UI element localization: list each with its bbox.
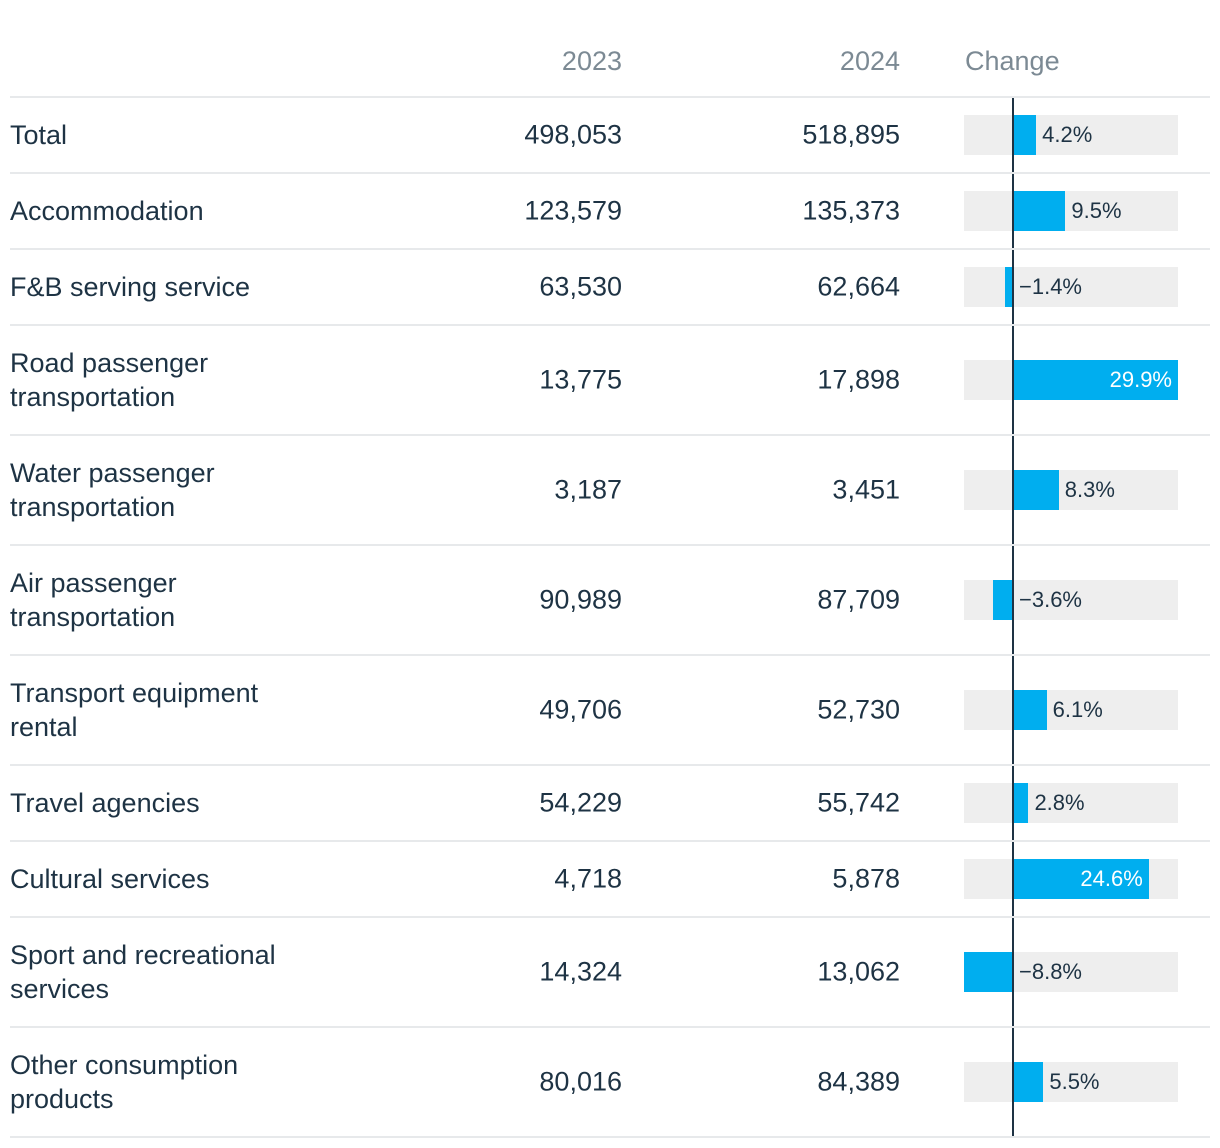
change-bar-track: 4.2% — [964, 115, 1178, 155]
zero-axis-line — [1012, 98, 1014, 172]
change-label: −1.4% — [1019, 274, 1082, 299]
zero-axis-line — [1012, 436, 1014, 544]
table-row: Accommodation 123,579 135,373 9.5% — [10, 174, 1210, 250]
change-bar-track: 29.9% — [964, 360, 1178, 400]
change-bar — [992, 580, 1013, 620]
change-bar — [1013, 783, 1029, 823]
row-label: F&B serving service — [10, 272, 251, 302]
zero-axis-line — [1012, 250, 1014, 324]
value-2023: 14,324 — [539, 956, 622, 987]
change-bar — [1013, 470, 1059, 510]
change-label: −3.6% — [1019, 587, 1082, 612]
row-label: Water passenger transportation — [10, 458, 215, 522]
change-bar — [1013, 1062, 1044, 1102]
change-bar-track: 9.5% — [964, 191, 1178, 231]
change-bar-track: 6.1% — [964, 690, 1178, 730]
zero-axis-line — [1012, 174, 1014, 248]
row-label: Total — [10, 120, 68, 150]
value-2023: 80,016 — [539, 1066, 622, 1097]
zero-axis-line — [1012, 842, 1014, 916]
table-header: 2023 2024 Change — [10, 40, 1210, 98]
change-bar-track: 5.5% — [964, 1062, 1178, 1102]
change-bar — [1005, 267, 1013, 307]
zero-axis-line — [1012, 546, 1014, 654]
change-label: 2.8% — [1034, 790, 1085, 815]
value-2023: 498,053 — [524, 119, 622, 150]
change-label: 24.6% — [1080, 866, 1143, 891]
change-bar-track: −1.4% — [964, 267, 1178, 307]
value-2024: 84,389 — [817, 1066, 900, 1097]
header-2024: 2024 — [839, 46, 900, 76]
value-2023: 4,718 — [554, 863, 622, 894]
change-bar — [1013, 360, 1178, 400]
change-bar — [1013, 115, 1037, 155]
row-label: Air passenger transportation — [10, 568, 177, 632]
value-2024: 518,895 — [802, 119, 900, 150]
value-2024: 55,742 — [817, 787, 900, 818]
change-bar-track: −8.8% — [964, 952, 1178, 992]
change-label: 8.3% — [1064, 477, 1115, 502]
change-label: 9.5% — [1071, 198, 1122, 223]
zero-axis-line — [1012, 656, 1014, 764]
zero-axis-line — [1012, 918, 1014, 1026]
value-2024: 13,062 — [817, 956, 900, 987]
header-change: Change — [965, 46, 1060, 76]
change-bar — [1013, 690, 1047, 730]
change-label: 5.5% — [1049, 1069, 1100, 1094]
row-label: Cultural services — [10, 864, 210, 894]
value-2023: 3,187 — [554, 474, 622, 505]
table-body: Total 498,053 518,895 4.2% Accommodation 123,… — [10, 98, 1210, 1138]
change-label: −8.8% — [1019, 959, 1082, 984]
row-label: Road passenger transportation — [10, 348, 209, 412]
zero-axis-line — [1012, 1028, 1014, 1136]
table-row: Other consumption products 80,016 84,389 5.… — [10, 1028, 1210, 1138]
value-2024: 87,709 — [817, 584, 900, 615]
row-label: Transport equipment rental — [10, 678, 259, 742]
value-2024: 52,730 — [817, 694, 900, 725]
row-label: Other consumption products — [10, 1050, 239, 1114]
change-label: 4.2% — [1042, 122, 1093, 147]
change-label: 29.9% — [1109, 367, 1172, 392]
row-label: Accommodation — [10, 196, 204, 226]
table-row: Water passenger transportation 3,187 3,451… — [10, 436, 1210, 546]
change-bar — [1013, 191, 1066, 231]
table-row: Sport and recreational services 14,324 13,… — [10, 918, 1210, 1028]
row-label: Sport and recreational services — [10, 940, 276, 1004]
change-bar — [1013, 859, 1149, 899]
value-2023: 90,989 — [539, 584, 622, 615]
change-bar-track: 2.8% — [964, 783, 1178, 823]
row-label: Travel agencies — [10, 788, 200, 818]
change-bar-track: 8.3% — [964, 470, 1178, 510]
change-bar — [964, 952, 1013, 992]
value-2023: 49,706 — [539, 694, 622, 725]
value-2023: 54,229 — [539, 787, 622, 818]
table-row: F&B serving service 63,530 62,664 −1.4% — [10, 250, 1210, 326]
table-row: Cultural services 4,718 5,878 24.6% — [10, 842, 1210, 918]
value-2024: 17,898 — [817, 364, 900, 395]
value-2024: 3,451 — [832, 474, 900, 505]
change-label: 6.1% — [1052, 697, 1103, 722]
change-bar-track: −3.6% — [964, 580, 1178, 620]
table-row: Transport equipment rental 49,706 52,730 6.… — [10, 656, 1210, 766]
value-2023: 123,579 — [524, 195, 622, 226]
table-row: Road passenger transportation 13,775 17,89… — [10, 326, 1210, 436]
value-2023: 13,775 — [539, 364, 622, 395]
table-row: Total 498,053 518,895 4.2% — [10, 98, 1210, 174]
value-2023: 63,530 — [539, 271, 622, 302]
value-2024: 62,664 — [817, 271, 900, 302]
zero-axis-line — [1012, 326, 1014, 434]
zero-axis-line — [1012, 766, 1014, 840]
change-bar-track: 24.6% — [964, 859, 1178, 899]
value-2024: 135,373 — [802, 195, 900, 226]
value-2024: 5,878 — [832, 863, 900, 894]
table-row: Travel agencies 54,229 55,742 2.8% — [10, 766, 1210, 842]
header-2023: 2023 — [561, 46, 622, 76]
table-row: Air passenger transportation 90,989 87,709… — [10, 546, 1210, 656]
